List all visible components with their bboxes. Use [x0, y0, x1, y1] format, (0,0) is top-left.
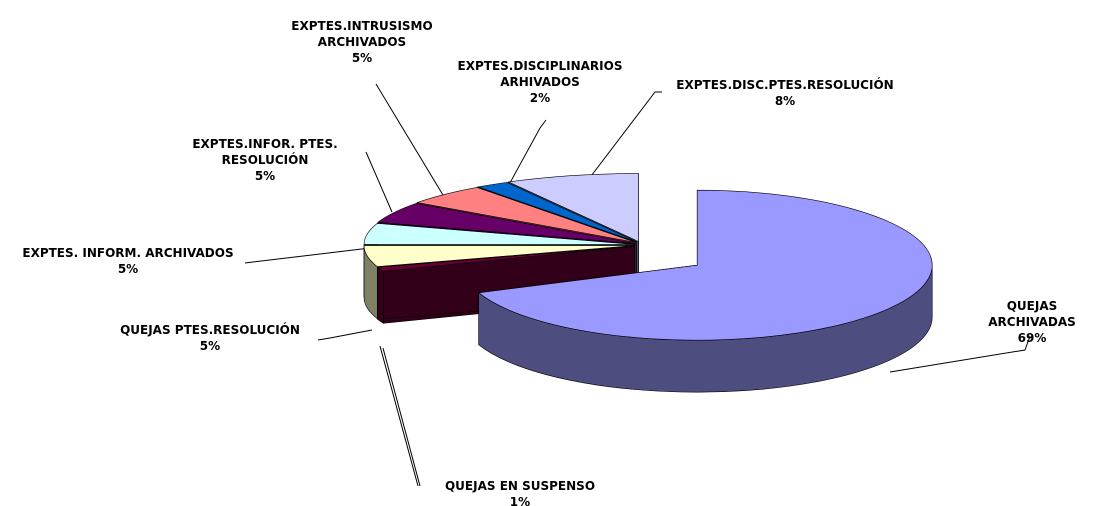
category-label: QUEJAS PTES.RESOLUCIÓN: [120, 323, 300, 337]
leader-line: [379, 345, 419, 487]
value-label: 69%: [1017, 331, 1047, 345]
leader-line: [889, 335, 1031, 373]
slice-label: QUEJAS PTES.RESOLUCIÓN 5%: [120, 322, 300, 354]
category-label: QUEJAS ARCHIVADAS: [988, 299, 1076, 329]
leader-line: [317, 329, 373, 341]
category-label: EXPTES.DISC.PTES.RESOLUCIÓN: [676, 78, 894, 92]
value-label: 5%: [351, 51, 373, 65]
value-label: 5%: [117, 262, 139, 276]
slice-label: QUEJAS EN SUSPENSO 1%: [445, 478, 595, 506]
slice-label: EXPTES. INFORM. ARCHIVADOS 5%: [22, 245, 233, 277]
category-label: EXPTES.INTRUSISMO ARCHIVADOS: [291, 19, 433, 49]
category-label: EXPTES. INFORM. ARCHIVADOS: [22, 246, 234, 260]
slice-top: [377, 203, 635, 244]
value-label: 5%: [254, 169, 276, 183]
category-label: EXPTES.INFOR. PTES. RESOLUCIÓN: [192, 137, 338, 167]
leader-line: [504, 119, 547, 193]
leader-line: [244, 247, 371, 264]
value-label: 8%: [774, 94, 796, 108]
category-label: EXPTES.DISCIPLINARIOS ARHIVADOS: [457, 59, 623, 89]
value-label: 5%: [199, 339, 221, 353]
slice-label: EXPTES.INFOR. PTES. RESOLUCIÓN 5%: [192, 136, 337, 184]
slice-top: [363, 223, 635, 245]
value-label: 1%: [509, 495, 531, 506]
slice-label: EXPTES.INTRUSISMO ARCHIVADOS 5%: [291, 18, 432, 66]
leader-lines: [244, 83, 1031, 487]
leader-line: [382, 347, 421, 487]
slice-label: QUEJAS ARCHIVADAS 69%: [988, 298, 1076, 346]
slice-top: [416, 187, 636, 243]
category-label: QUEJAS EN SUSPENSO: [444, 479, 596, 493]
slice-top: [476, 182, 637, 243]
slice-top: [363, 245, 635, 267]
slice-side: [377, 266, 384, 324]
leader-line: [365, 151, 393, 213]
slice-label: EXPTES.DISC.PTES.RESOLUCIÓN 8%: [676, 77, 893, 109]
slice-top: [507, 173, 639, 242]
slice-top: [477, 189, 933, 341]
slice-label: EXPTES.DISCIPLINARIOS ARHIVADOS 2%: [458, 58, 623, 106]
leader-line: [584, 91, 662, 185]
slice-top: [376, 245, 635, 272]
leader-line: [375, 83, 447, 201]
value-label: 2%: [529, 91, 551, 105]
slices: [363, 173, 933, 393]
